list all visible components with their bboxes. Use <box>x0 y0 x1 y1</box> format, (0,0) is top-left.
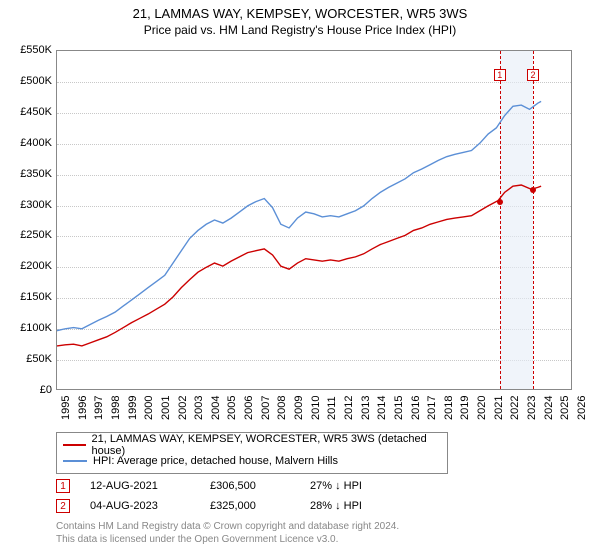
marker-date: 12-AUG-2021 <box>90 480 210 492</box>
x-tick-label: 2010 <box>310 396 322 420</box>
x-tick-label: 2017 <box>426 396 438 420</box>
x-tick-label: 2022 <box>509 396 521 420</box>
chart-marker-box: 2 <box>527 69 539 81</box>
y-tick-label: £400K <box>20 137 52 149</box>
x-tick-label: 2006 <box>243 396 255 420</box>
legend: 21, LAMMAS WAY, KEMPSEY, WORCESTER, WR5 … <box>56 432 448 474</box>
y-tick-label: £150K <box>20 291 52 303</box>
x-tick-label: 2025 <box>559 396 571 420</box>
x-tick-label: 1999 <box>127 396 139 420</box>
x-tick-label: 2000 <box>143 396 155 420</box>
x-tick-label: 1995 <box>60 396 72 420</box>
x-tick-label: 2020 <box>476 396 488 420</box>
x-tick-label: 2019 <box>459 396 471 420</box>
credit-line-1: Contains HM Land Registry data © Crown c… <box>56 520 399 533</box>
series-property <box>57 185 541 346</box>
x-tick-label: 2024 <box>543 396 555 420</box>
chart-subtitle: Price paid vs. HM Land Registry's House … <box>0 23 600 37</box>
x-tick-label: 2013 <box>360 396 372 420</box>
legend-row: 21, LAMMAS WAY, KEMPSEY, WORCESTER, WR5 … <box>63 437 441 453</box>
y-tick-label: £250K <box>20 229 52 241</box>
x-tick-label: 2014 <box>376 396 388 420</box>
x-tick-label: 2007 <box>260 396 272 420</box>
x-tick-label: 2018 <box>443 396 455 420</box>
x-tick-label: 2021 <box>493 396 505 420</box>
x-tick-label: 2004 <box>210 396 222 420</box>
x-tick-label: 2008 <box>276 396 288 420</box>
y-tick-label: £550K <box>20 44 52 56</box>
marker-price: £306,500 <box>210 480 310 492</box>
marker-number-box: 2 <box>56 499 70 513</box>
x-tick-label: 2026 <box>576 396 588 420</box>
x-tick-label: 2002 <box>177 396 189 420</box>
chart-title: 21, LAMMAS WAY, KEMPSEY, WORCESTER, WR5 … <box>0 6 600 21</box>
marker-diff: 27% ↓ HPI <box>310 480 410 492</box>
y-tick-label: £50K <box>26 353 52 365</box>
legend-label: 21, LAMMAS WAY, KEMPSEY, WORCESTER, WR5 … <box>92 433 441 457</box>
x-tick-label: 2016 <box>410 396 422 420</box>
sale-dot <box>530 187 536 193</box>
legend-label: HPI: Average price, detached house, Malv… <box>93 455 338 467</box>
y-tick-label: £300K <box>20 199 52 211</box>
marker-table-row: 1 12-AUG-2021£306,50027% ↓ HPI <box>56 476 410 496</box>
credits: Contains HM Land Registry data © Crown c… <box>56 520 399 546</box>
marker-number-box: 1 <box>56 479 70 493</box>
x-tick-label: 2003 <box>193 396 205 420</box>
marker-diff: 28% ↓ HPI <box>310 500 410 512</box>
x-tick-label: 1996 <box>77 396 89 420</box>
credit-line-2: This data is licensed under the Open Gov… <box>56 533 399 546</box>
legend-swatch <box>63 460 87 462</box>
y-tick-label: £500K <box>20 75 52 87</box>
x-tick-label: 2023 <box>526 396 538 420</box>
x-tick-label: 2009 <box>293 396 305 420</box>
legend-swatch <box>63 444 86 446</box>
y-tick-label: £200K <box>20 260 52 272</box>
x-tick-label: 2005 <box>226 396 238 420</box>
marker-price: £325,000 <box>210 500 310 512</box>
marker-date: 04-AUG-2023 <box>90 500 210 512</box>
x-tick-label: 1997 <box>93 396 105 420</box>
y-tick-label: £0 <box>40 384 52 396</box>
markers-table: 1 12-AUG-2021£306,50027% ↓ HPI 2 04-AUG-202… <box>56 476 410 516</box>
x-tick-label: 1998 <box>110 396 122 420</box>
x-tick-label: 2011 <box>326 396 338 420</box>
y-tick-label: £350K <box>20 168 52 180</box>
x-tick-label: 2001 <box>160 396 172 420</box>
y-tick-label: £450K <box>20 106 52 118</box>
chart-marker-box: 1 <box>494 69 506 81</box>
x-tick-label: 2015 <box>393 396 405 420</box>
sale-dot <box>497 199 503 205</box>
x-tick-label: 2012 <box>343 396 355 420</box>
marker-table-row: 2 04-AUG-2023£325,00028% ↓ HPI <box>56 496 410 516</box>
chart-plot-area: 12 <box>56 50 572 390</box>
y-tick-label: £100K <box>20 322 52 334</box>
